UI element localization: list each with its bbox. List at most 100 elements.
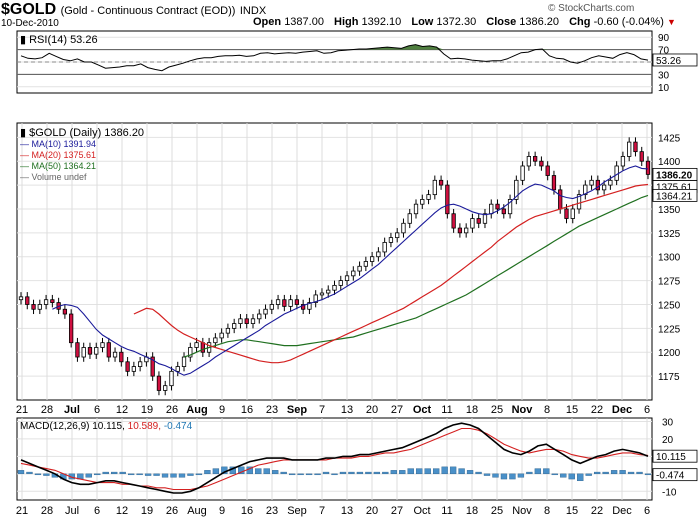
macd-histogram-bar bbox=[416, 468, 423, 475]
candle-body bbox=[451, 213, 456, 229]
x-tick-label: 15 bbox=[566, 505, 578, 517]
candle-body bbox=[627, 141, 632, 157]
macd-histogram-bar bbox=[399, 470, 406, 475]
candle-body bbox=[438, 179, 444, 186]
price-tick-label: 1325 bbox=[658, 229, 681, 240]
candle-body bbox=[432, 179, 437, 196]
symbol-name: (Gold - Continuous Contract (EOD)) bbox=[60, 5, 236, 17]
candle-body bbox=[545, 165, 550, 176]
macd-histogram-bar bbox=[111, 471, 118, 475]
candle-body bbox=[282, 299, 287, 307]
macd-histogram-bar bbox=[144, 473, 152, 476]
candle-body bbox=[219, 332, 224, 339]
candle-body bbox=[294, 299, 300, 305]
candle-body bbox=[363, 261, 368, 267]
symbol-exchange: INDX bbox=[239, 5, 267, 17]
candle-body bbox=[326, 289, 331, 294]
symbol-ticker: $GOLD bbox=[1, 1, 57, 18]
macd-histogram-bar bbox=[449, 466, 457, 475]
watermark: © StockCharts.com bbox=[548, 3, 635, 14]
candle-body bbox=[43, 299, 49, 305]
candle-body bbox=[288, 299, 293, 307]
x-tick-label: 7 bbox=[319, 404, 325, 416]
candle-body bbox=[307, 302, 312, 310]
x-tick-label: 25 bbox=[491, 505, 503, 517]
candle-body bbox=[501, 208, 506, 215]
x-tick-label: 21 bbox=[16, 505, 28, 517]
x-tick-label: 22 bbox=[591, 404, 603, 416]
rsi-tick-label: 70 bbox=[658, 46, 670, 57]
candle-body bbox=[457, 227, 463, 234]
macd-histogram-bar bbox=[356, 471, 364, 475]
macd-legend: MACD(12,26,9) 10.115, 10.589, -0.474 bbox=[20, 421, 193, 432]
ma10-line bbox=[52, 165, 649, 376]
macd-legend-item: -0.474 bbox=[164, 421, 193, 432]
price-last-value: 1364.21 bbox=[656, 191, 693, 202]
candle-body bbox=[464, 227, 469, 234]
open-label: Open bbox=[253, 16, 282, 28]
candle-body bbox=[200, 342, 205, 353]
x-tick-label: 6 bbox=[644, 404, 650, 416]
macd-histogram-bar bbox=[509, 473, 516, 480]
macd-histogram-bar bbox=[212, 468, 220, 475]
price-last-value-box bbox=[652, 188, 698, 202]
candle-body bbox=[106, 342, 111, 358]
macd-legend-item: 10.589, bbox=[128, 421, 164, 432]
rsi-last-value: 53.26 bbox=[656, 56, 681, 67]
macd-histogram-bar bbox=[26, 471, 33, 475]
macd-tick-label: 30 bbox=[662, 417, 674, 428]
macd-histogram-bar bbox=[43, 473, 50, 476]
macd-histogram-bar bbox=[102, 471, 109, 475]
x-tick-label: 15 bbox=[566, 404, 578, 416]
ma20-line bbox=[133, 183, 649, 364]
candle-body bbox=[156, 375, 162, 391]
rsi-overbought-fill bbox=[542, 48, 550, 50]
candle-body bbox=[388, 237, 394, 243]
candle-body bbox=[445, 184, 450, 215]
candle-body bbox=[125, 361, 130, 372]
candle-body bbox=[87, 347, 93, 355]
macd-last-value-box bbox=[652, 449, 698, 463]
candle-body bbox=[31, 304, 36, 310]
macd-histogram-bar bbox=[441, 466, 448, 475]
candle-body bbox=[50, 299, 55, 303]
macd-histogram-bar bbox=[593, 471, 601, 475]
macd-histogram-bar bbox=[305, 473, 313, 476]
x-tick-label: 25 bbox=[491, 404, 503, 416]
macd-histogram-bar bbox=[178, 473, 186, 478]
macd-histogram-bar bbox=[458, 468, 465, 475]
macd-histogram-bar bbox=[577, 473, 584, 482]
macd-histogram-bar bbox=[483, 473, 491, 476]
x-tick-label: Aug bbox=[186, 404, 207, 416]
price-legend-item: ▮ $GOLD (Daily) 1386.20 bbox=[20, 127, 144, 139]
candle-body bbox=[138, 361, 143, 367]
candle-body bbox=[570, 208, 575, 219]
macd-histogram-bar bbox=[255, 468, 262, 475]
price-last-value: 1375.61 bbox=[656, 183, 693, 194]
candle-body bbox=[614, 165, 619, 181]
chg-value: -0.60 (-0.04%) bbox=[593, 16, 664, 28]
macd-histogram-bar bbox=[390, 470, 397, 475]
x-tick-label: 19 bbox=[141, 505, 153, 517]
candle-body bbox=[520, 165, 525, 181]
price-legend-item: — MA(50) 1364.21 bbox=[20, 161, 96, 171]
x-tick-label: 23 bbox=[266, 505, 278, 517]
macd-histogram-bar bbox=[543, 468, 550, 475]
candle-body bbox=[81, 347, 86, 358]
macd-histogram-bar bbox=[560, 473, 567, 478]
symbol-title: $GOLD (Gold - Continuous Contract (EOD))… bbox=[1, 1, 266, 19]
rsi-line bbox=[20, 44, 649, 72]
rsi-overbought-fill bbox=[359, 44, 444, 50]
x-tick-label: 28 bbox=[41, 505, 53, 517]
macd-histogram-bar bbox=[636, 471, 643, 475]
candle-body bbox=[112, 351, 118, 358]
x-tick-label: Jul bbox=[65, 505, 79, 517]
macd-histogram-bar bbox=[407, 468, 414, 475]
candle-body bbox=[131, 366, 136, 372]
macd-histogram-bar bbox=[187, 473, 194, 476]
candle-body bbox=[589, 179, 594, 186]
x-tick-label: Oct bbox=[413, 404, 432, 416]
candle-body bbox=[357, 265, 362, 272]
macd-histogram-bar bbox=[272, 470, 279, 475]
macd-histogram-bar bbox=[85, 473, 92, 478]
